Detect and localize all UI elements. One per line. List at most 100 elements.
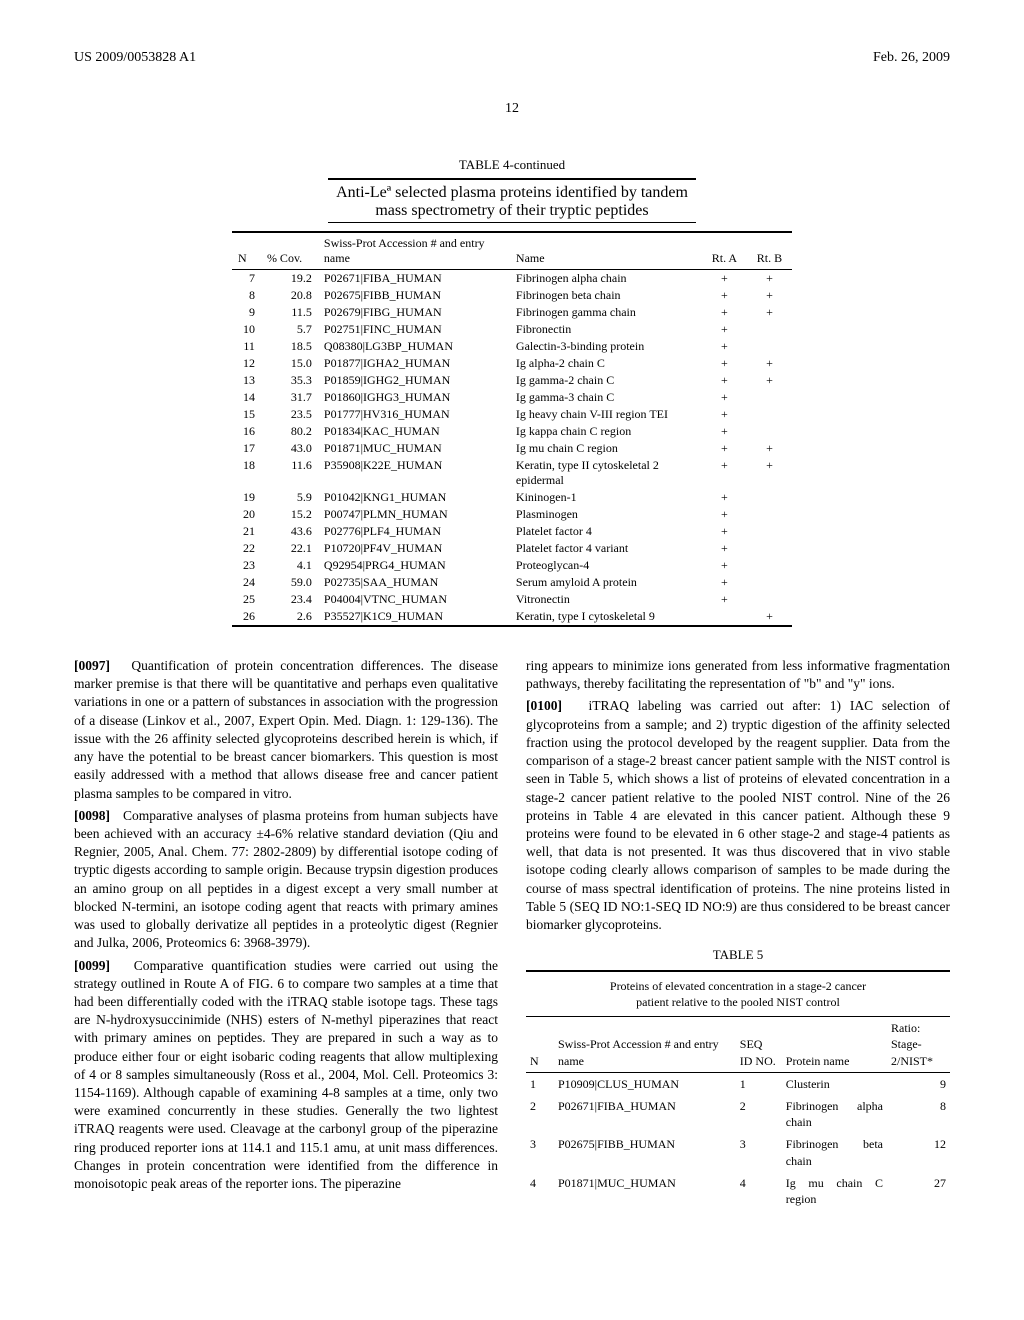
cell-n: 19 xyxy=(232,489,261,506)
page-number: 12 xyxy=(74,101,950,117)
cell-seq: 3 xyxy=(736,1133,782,1171)
cell-n: 17 xyxy=(232,440,261,457)
cell-cov: 23.4 xyxy=(261,591,318,608)
para-0098: [0098] Comparative analyses of plasma pr… xyxy=(74,807,498,953)
col-rta: Rt. A xyxy=(702,232,747,270)
cell-cov: 5.9 xyxy=(261,489,318,506)
cell-acc: P01834|KAC_HUMAN xyxy=(318,423,510,440)
cell-name: Ig mu chain C region xyxy=(782,1172,887,1210)
cell-rta: + xyxy=(702,389,747,406)
right-column: ring appears to minimize ions generated … xyxy=(526,657,950,1210)
cell-rtb xyxy=(747,423,792,440)
cell-cov: 18.5 xyxy=(261,338,318,355)
cell-cov: 2.6 xyxy=(261,608,318,626)
cell-name: Ig mu chain C region xyxy=(510,440,702,457)
table-row: 2P02671|FIBA_HUMAN2Fibrinogen alpha chai… xyxy=(526,1095,950,1133)
cell-rta: + xyxy=(702,489,747,506)
cell-rta: + xyxy=(702,440,747,457)
cell-rtb: + xyxy=(747,608,792,626)
cell-name: Vitronectin xyxy=(510,591,702,608)
cell-ratio: 9 xyxy=(887,1072,950,1095)
table-row: 2015.2P00747|PLMN_HUMANPlasminogen+ xyxy=(232,506,792,523)
cell-acc: P01871|MUC_HUMAN xyxy=(554,1172,736,1210)
table-row: 1215.0P01877|IGHA2_HUMANIg alpha-2 chain… xyxy=(232,355,792,372)
cell-rta: + xyxy=(702,355,747,372)
table-row: 262.6P35527|K1C9_HUMANKeratin, type I cy… xyxy=(232,608,792,626)
cell-name: Fibrinogen beta chain xyxy=(782,1133,887,1171)
para-0099: [0099] Comparative quantification studie… xyxy=(74,957,498,1194)
cell-cov: 15.0 xyxy=(261,355,318,372)
cell-rtb: + xyxy=(747,355,792,372)
cell-ratio: 8 xyxy=(887,1095,950,1133)
doc-date: Feb. 26, 2009 xyxy=(873,50,950,66)
para-num-0098: [0098] xyxy=(74,808,110,823)
cell-acc: P02735|SAA_HUMAN xyxy=(318,574,510,591)
cell-cov: 4.1 xyxy=(261,557,318,574)
table-row: 1431.7P01860|IGHG3_HUMANIg gamma-3 chain… xyxy=(232,389,792,406)
cell-acc: P02675|FIBB_HUMAN xyxy=(318,287,510,304)
cell-seq: 1 xyxy=(736,1072,782,1095)
table-row: 1335.3P01859|IGHG2_HUMANIg gamma-2 chain… xyxy=(232,372,792,389)
table-row: 1811.6P35908|K22E_HUMANKeratin, type II … xyxy=(232,457,792,489)
cell-rtb xyxy=(747,338,792,355)
cell-n: 7 xyxy=(232,270,261,288)
cell-n: 9 xyxy=(232,304,261,321)
para-0100: [0100] iTRAQ labeling was carried out af… xyxy=(526,697,950,934)
col-name: Name xyxy=(510,232,702,270)
table-row: 105.7P02751|FINC_HUMANFibronectin+ xyxy=(232,321,792,338)
cell-n: 4 xyxy=(526,1172,554,1210)
cell-cov: 11.5 xyxy=(261,304,318,321)
cell-name: Fibrinogen gamma chain xyxy=(510,304,702,321)
cell-rtb xyxy=(747,406,792,423)
cell-rtb xyxy=(747,523,792,540)
cell-acc: P02751|FINC_HUMAN xyxy=(318,321,510,338)
cell-acc: P02679|FIBG_HUMAN xyxy=(318,304,510,321)
cell-rtb xyxy=(747,591,792,608)
cell-acc: P35527|K1C9_HUMAN xyxy=(318,608,510,626)
cell-n: 20 xyxy=(232,506,261,523)
cell-rtb: + xyxy=(747,304,792,321)
cell-acc: P01871|MUC_HUMAN xyxy=(318,440,510,457)
cell-acc: P04004|VTNC_HUMAN xyxy=(318,591,510,608)
cell-n: 25 xyxy=(232,591,261,608)
cell-rta: + xyxy=(702,338,747,355)
table-row: 4P01871|MUC_HUMAN4Ig mu chain C region27 xyxy=(526,1172,950,1210)
cell-rtb: + xyxy=(747,440,792,457)
cell-rtb: + xyxy=(747,372,792,389)
table4-header-row: N % Cov. Swiss-Prot Accession # and entr… xyxy=(232,232,792,270)
cell-name: Ig alpha-2 chain C xyxy=(510,355,702,372)
cell-acc: P10720|PF4V_HUMAN xyxy=(318,540,510,557)
cell-name: Ig gamma-2 chain C xyxy=(510,372,702,389)
cell-n: 1 xyxy=(526,1072,554,1095)
cell-cov: 35.3 xyxy=(261,372,318,389)
cell-cov: 11.6 xyxy=(261,457,318,489)
cell-acc: P01877|IGHA2_HUMAN xyxy=(318,355,510,372)
cell-acc: P01860|IGHG3_HUMAN xyxy=(318,389,510,406)
cell-ratio: 12 xyxy=(887,1133,950,1171)
cell-n: 11 xyxy=(232,338,261,355)
table-row: 234.1Q92954|PRG4_HUMANProteoglycan-4+ xyxy=(232,557,792,574)
cell-rta: + xyxy=(702,557,747,574)
cell-n: 3 xyxy=(526,1133,554,1171)
cell-rta: + xyxy=(702,406,747,423)
cell-cov: 19.2 xyxy=(261,270,318,288)
table-row: 195.9P01042|KNG1_HUMANKininogen-1+ xyxy=(232,489,792,506)
cell-name: Ig kappa chain C region xyxy=(510,423,702,440)
cell-cov: 20.8 xyxy=(261,287,318,304)
cell-name: Proteoglycan-4 xyxy=(510,557,702,574)
cell-rta: + xyxy=(702,423,747,440)
cell-rta: + xyxy=(702,287,747,304)
cell-cov: 22.1 xyxy=(261,540,318,557)
cell-rta: + xyxy=(702,574,747,591)
cell-n: 26 xyxy=(232,608,261,626)
cell-name: Keratin, type I cytoskeletal 9 xyxy=(510,608,702,626)
col-accession: Swiss-Prot Accession # and entry name xyxy=(318,232,510,270)
cell-name: Fibrinogen beta chain xyxy=(510,287,702,304)
cell-name: Fibrinogen alpha chain xyxy=(510,270,702,288)
table-row: 2523.4P04004|VTNC_HUMANVitronectin+ xyxy=(232,591,792,608)
cell-n: 2 xyxy=(526,1095,554,1133)
cell-rta xyxy=(702,608,747,626)
cell-cov: 23.5 xyxy=(261,406,318,423)
cell-rtb: + xyxy=(747,270,792,288)
cell-n: 24 xyxy=(232,574,261,591)
